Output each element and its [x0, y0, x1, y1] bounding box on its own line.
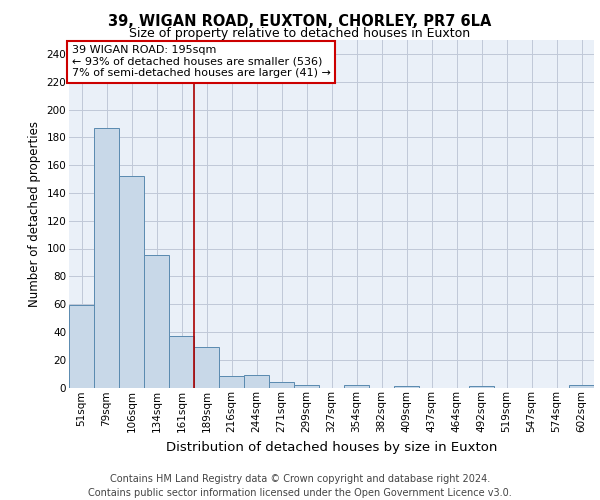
- Bar: [469, 386, 494, 388]
- Bar: [344, 384, 369, 388]
- Bar: [194, 347, 219, 388]
- Bar: [394, 386, 419, 388]
- Y-axis label: Number of detached properties: Number of detached properties: [28, 120, 41, 306]
- Bar: [219, 376, 244, 388]
- Bar: [169, 336, 194, 388]
- Bar: [119, 176, 144, 388]
- Bar: [569, 384, 594, 388]
- X-axis label: Distribution of detached houses by size in Euxton: Distribution of detached houses by size …: [166, 440, 497, 454]
- Text: 39, WIGAN ROAD, EUXTON, CHORLEY, PR7 6LA: 39, WIGAN ROAD, EUXTON, CHORLEY, PR7 6LA: [109, 14, 491, 29]
- Bar: [69, 306, 94, 388]
- Text: 39 WIGAN ROAD: 195sqm
← 93% of detached houses are smaller (536)
7% of semi-deta: 39 WIGAN ROAD: 195sqm ← 93% of detached …: [71, 45, 331, 78]
- Bar: [94, 128, 119, 388]
- Bar: [294, 384, 319, 388]
- Bar: [144, 256, 169, 388]
- Bar: [244, 375, 269, 388]
- Text: Size of property relative to detached houses in Euxton: Size of property relative to detached ho…: [130, 28, 470, 40]
- Bar: [269, 382, 294, 388]
- Text: Contains HM Land Registry data © Crown copyright and database right 2024.
Contai: Contains HM Land Registry data © Crown c…: [88, 474, 512, 498]
